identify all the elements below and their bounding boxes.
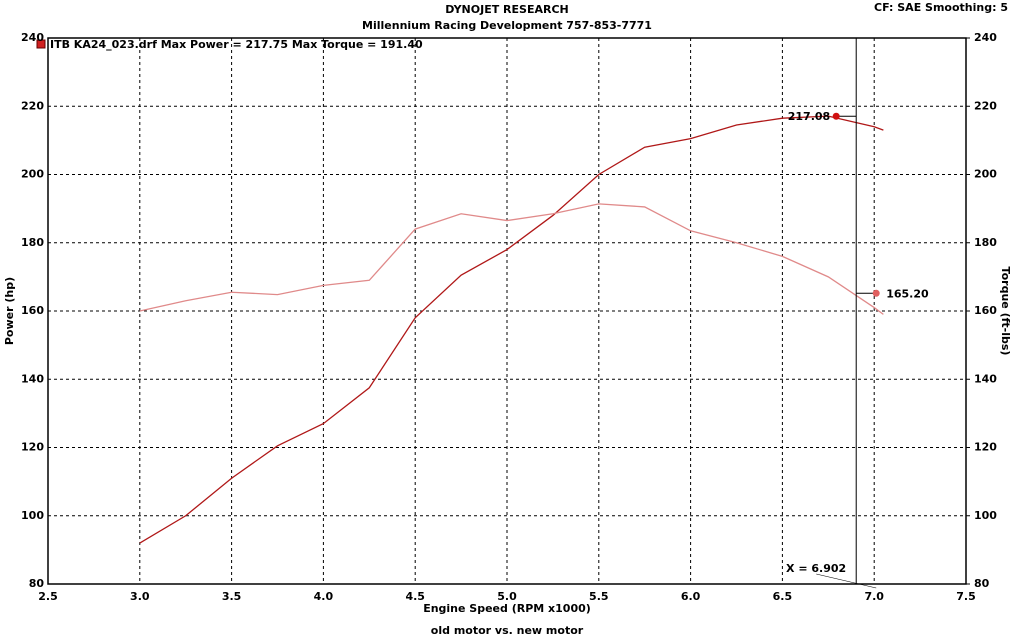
y-tick-label: 120 — [21, 441, 44, 454]
chart-title: DYNOJET RESEARCH — [445, 3, 568, 16]
y-tick-label: 160 — [21, 304, 44, 317]
legend-swatch — [36, 39, 46, 49]
x-tick-label: 6.5 — [773, 590, 793, 603]
cursor-point — [832, 112, 840, 120]
y-tick-label: 240 — [21, 31, 44, 44]
y2-tick-label: 100 — [974, 509, 997, 522]
cursor-value-label: 217.08 — [788, 110, 830, 123]
y2-tick-label: 140 — [974, 372, 997, 385]
x-tick-label: 6.0 — [681, 590, 701, 603]
cursor-label: X = 6.902 — [786, 562, 846, 575]
y2-tick-label: 240 — [974, 31, 997, 44]
y2-tick-label: 200 — [974, 168, 997, 181]
y-tick-label: 100 — [21, 509, 44, 522]
y2-tick-label: 180 — [974, 236, 997, 249]
y2-tick-label: 80 — [974, 577, 990, 590]
x-tick-label: 5.5 — [589, 590, 609, 603]
y-tick-label: 180 — [21, 236, 44, 249]
y2-tick-label: 160 — [974, 304, 997, 317]
cursor-value-label: 165.20 — [886, 287, 929, 300]
x-tick-label: 3.5 — [222, 590, 242, 603]
y-tick-label: 200 — [21, 168, 44, 181]
x-tick-label: 5.0 — [497, 590, 517, 603]
y2-axis-label: Torque (ft-lbs) — [999, 267, 1012, 356]
series-line — [139, 115, 884, 544]
plot-frame — [47, 37, 967, 585]
y-axis-label: Power (hp) — [3, 277, 16, 345]
settings-label: CF: SAE Smoothing: 5 — [874, 1, 1008, 14]
x-tick-label: 4.5 — [405, 590, 425, 603]
y-tick-label: 140 — [21, 372, 44, 385]
y2-tick-label: 220 — [974, 99, 997, 112]
footer: old motor vs. new motor — [431, 624, 584, 637]
y-tick-label: 80 — [29, 577, 45, 590]
x-tick-label: 2.5 — [38, 590, 58, 603]
chart-subtitle: Millennium Racing Development 757-853-77… — [362, 19, 652, 32]
x-tick-label: 7.5 — [956, 590, 976, 603]
x-tick-label: 4.0 — [314, 590, 334, 603]
x-tick-label: 3.0 — [130, 590, 150, 603]
series-line — [139, 203, 884, 315]
cursor-leader — [816, 573, 877, 589]
y-tick-label: 220 — [21, 99, 44, 112]
legend-label: ITB KA24_023.drf Max Power = 217.75 Max … — [50, 38, 423, 51]
x-tick-label: 7.0 — [864, 590, 884, 603]
x-axis-label: Engine Speed (RPM x1000) — [423, 602, 591, 615]
cursor-point — [872, 289, 880, 297]
y2-tick-label: 120 — [974, 441, 997, 454]
